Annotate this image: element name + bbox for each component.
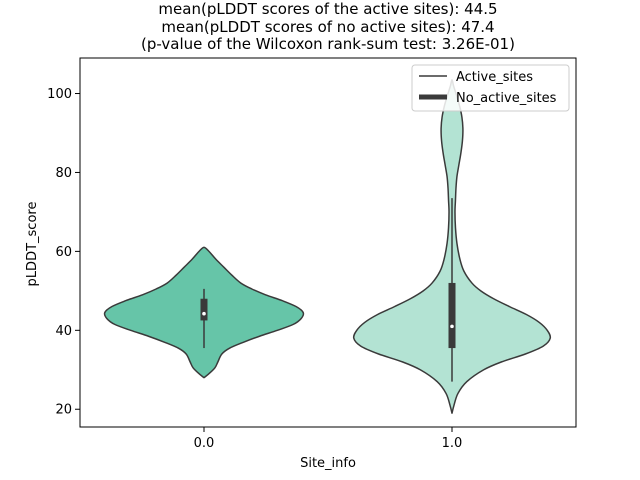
legend-label-active-sites: Active_sites [456, 70, 533, 85]
x-axis: 0.0 1.0 [194, 427, 463, 451]
iqr-box-1.0 [448, 282, 456, 349]
legend-box [411, 64, 570, 112]
y-axis-label: pLDDT_score [25, 202, 40, 287]
y-tick-label: 100 [47, 87, 72, 102]
title-line-1: mean(pLDDT scores of the active sites): … [158, 0, 497, 18]
x-tick-label: 1.0 [442, 436, 463, 451]
iqr-box-0.0 [200, 298, 208, 321]
boxplots-layer [200, 198, 456, 382]
y-tick-label: 20 [55, 403, 72, 418]
median-dot-1.0 [450, 324, 454, 329]
legend: Active_sites No_active_sites [411, 64, 570, 112]
violins-layer [103, 78, 552, 414]
y-tick-label: 80 [55, 166, 72, 181]
median-dot-0.0 [202, 311, 206, 316]
title-line-3: (p-value of the Wilcoxon rank-sum test: … [141, 35, 515, 53]
y-tick-label: 60 [55, 245, 72, 260]
x-tick-label: 0.0 [194, 436, 215, 451]
title-line-2: mean(pLDDT scores of no active sites): 4… [161, 18, 494, 36]
chart-title: mean(pLDDT scores of the active sites): … [141, 0, 515, 53]
x-axis-label: Site_info [300, 456, 356, 471]
legend-label-no-active-sites: No_active_sites [456, 91, 557, 106]
y-tick-label: 40 [55, 324, 72, 339]
plot-frame [79, 57, 577, 428]
y-axis: 20 40 60 80 100 [47, 87, 80, 418]
